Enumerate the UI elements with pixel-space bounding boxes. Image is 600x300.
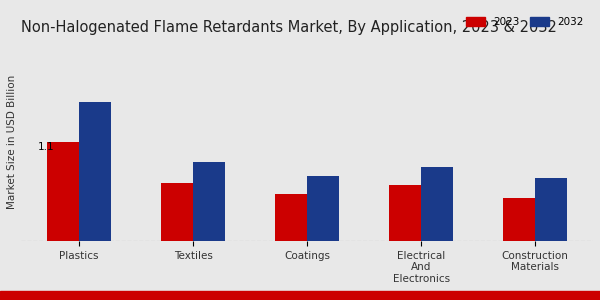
Bar: [503, 198, 535, 241]
Bar: [161, 183, 193, 241]
Bar: [389, 185, 421, 241]
Bar: [193, 162, 225, 241]
Bar: [275, 194, 307, 241]
Text: Non-Halogenated Flame Retardants Market, By Application, 2023 & 2032: Non-Halogenated Flame Retardants Market,…: [21, 20, 557, 35]
Bar: [307, 176, 339, 241]
Legend: 2023, 2032: 2023, 2032: [462, 13, 588, 31]
Bar: [535, 178, 567, 241]
Bar: [47, 142, 79, 241]
Text: 1.1: 1.1: [38, 142, 55, 152]
Bar: [79, 102, 111, 241]
Bar: [421, 167, 453, 241]
Y-axis label: Market Size in USD Billion: Market Size in USD Billion: [7, 75, 17, 209]
